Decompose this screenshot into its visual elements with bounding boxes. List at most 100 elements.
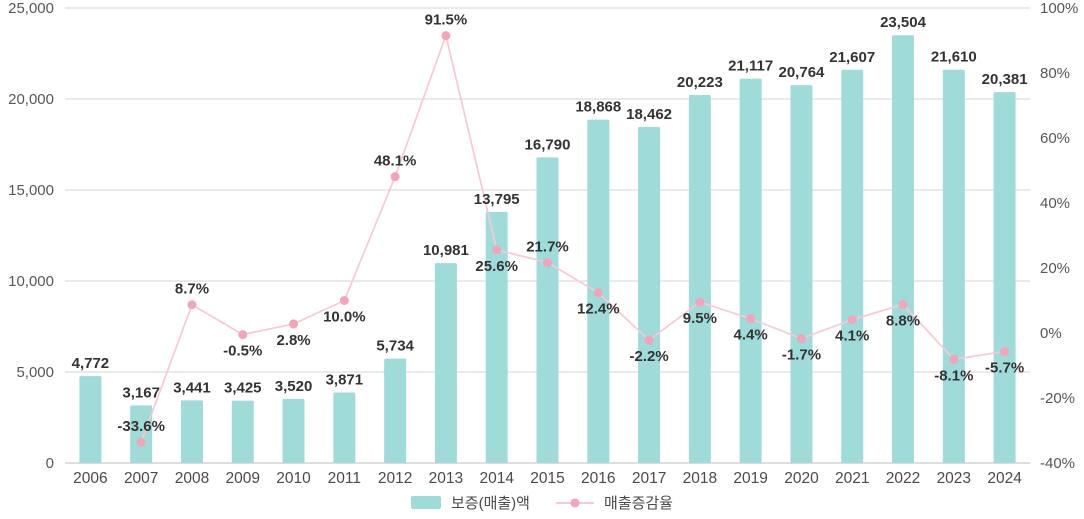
- line-point-2013[interactable]: [441, 31, 451, 41]
- bar-2012[interactable]: [384, 358, 407, 463]
- pct-value-label-2007: -33.6%: [117, 418, 165, 435]
- pct-value-label-2011: 10.0%: [323, 309, 366, 326]
- x-axis-label-2021: 2021: [835, 470, 869, 487]
- x-axis-label-2015: 2015: [530, 470, 564, 487]
- growth-rate-line: [140, 32, 1005, 443]
- line-point-2008[interactable]: [187, 300, 197, 310]
- left-axis-tick: 15,000: [8, 182, 54, 199]
- x-axis-label-2007: 2007: [124, 470, 158, 487]
- x-axis-label-2014: 2014: [479, 470, 514, 487]
- legend-item-line[interactable]: 매출증감율: [555, 492, 673, 513]
- left-axis-tick: 10,000: [8, 273, 54, 290]
- line-point-2010[interactable]: [289, 319, 299, 329]
- line-point-2009[interactable]: [238, 330, 248, 340]
- line-point-2024[interactable]: [1000, 347, 1010, 357]
- right-axis-tick: -20%: [1040, 390, 1075, 407]
- right-axis-tick: 100%: [1040, 0, 1078, 17]
- x-axis-label-2023: 2023: [937, 470, 971, 487]
- bar-2011[interactable]: [333, 392, 356, 463]
- right-axis-tick: 80%: [1040, 65, 1070, 82]
- line-point-2019[interactable]: [746, 314, 756, 324]
- line-legend-marker: [555, 497, 594, 508]
- right-axis-tick: 20%: [1040, 260, 1070, 277]
- bar-value-label-2020: 20,764: [779, 64, 826, 81]
- x-axis-label-2022: 2022: [886, 470, 920, 487]
- x-axis-label-2018: 2018: [683, 470, 717, 487]
- legend-item-bar[interactable]: 보증(매출)액: [410, 492, 530, 513]
- line-point-2011[interactable]: [339, 296, 349, 305]
- pct-value-label-2015: 21.7%: [526, 238, 569, 255]
- bar-2018[interactable]: [688, 94, 711, 463]
- pct-value-label-2021: 4.1%: [835, 328, 869, 345]
- bar-value-label-2017: 18,462: [626, 106, 672, 123]
- line-point-2017[interactable]: [644, 335, 654, 345]
- bar-2013[interactable]: [434, 263, 457, 463]
- x-axis-label-2016: 2016: [581, 470, 615, 487]
- x-axis-label-2019: 2019: [733, 470, 767, 487]
- pct-value-label-2008: 8.7%: [175, 281, 209, 298]
- x-axis-label-2010: 2010: [276, 470, 311, 487]
- chart-legend: 보증(매출)액 매출증감율: [0, 492, 1084, 513]
- pct-value-label-2018: 9.5%: [683, 310, 717, 327]
- x-axis-label-2017: 2017: [632, 470, 666, 487]
- bar-value-label-2015: 16,790: [525, 136, 571, 153]
- line-point-2015[interactable]: [543, 257, 552, 267]
- bar-2009[interactable]: [231, 400, 254, 463]
- bar-2015[interactable]: [536, 157, 559, 463]
- line-point-2007[interactable]: [136, 437, 146, 447]
- bar-value-label-2013: 10,981: [423, 242, 469, 259]
- x-axis-label-2006: 2006: [73, 470, 107, 487]
- x-axis-label-2009: 2009: [226, 470, 260, 487]
- line-point-2020[interactable]: [796, 334, 806, 344]
- line-point-2023[interactable]: [949, 354, 959, 364]
- bar-legend-label: 보증(매출)액: [450, 495, 530, 512]
- bar-value-label-2010: 3,520: [275, 378, 313, 395]
- bar-2007[interactable]: [130, 405, 153, 463]
- bar-2008[interactable]: [180, 400, 203, 463]
- pct-value-label-2012: 48.1%: [374, 153, 417, 170]
- line-legend-dot-icon: [570, 498, 580, 507]
- bar-2020[interactable]: [790, 85, 813, 463]
- right-axis-tick: -40%: [1040, 455, 1075, 472]
- bar-value-label-2024: 20,381: [982, 71, 1028, 88]
- bar-value-label-2011: 3,871: [326, 372, 364, 389]
- pct-value-label-2009: -0.5%: [223, 343, 262, 360]
- line-legend-label: 매출증감율: [603, 495, 673, 512]
- bar-2010[interactable]: [282, 398, 305, 463]
- bar-2017[interactable]: [638, 126, 661, 463]
- bar-2014[interactable]: [485, 211, 508, 463]
- line-point-2021[interactable]: [847, 315, 857, 325]
- bar-value-label-2007: 3,167: [122, 384, 160, 401]
- x-axis-label-2013: 2013: [429, 470, 463, 487]
- right-axis-tick: 0%: [1040, 325, 1062, 342]
- line-point-2014[interactable]: [492, 245, 502, 255]
- line-point-2016[interactable]: [593, 288, 603, 298]
- x-axis-label-2012: 2012: [378, 470, 412, 487]
- pct-value-label-2024: -5.7%: [985, 360, 1024, 377]
- bar-2022[interactable]: [892, 35, 915, 463]
- pct-value-label-2013: 91.5%: [425, 12, 468, 29]
- bar-value-label-2018: 20,223: [677, 74, 723, 91]
- line-point-2022[interactable]: [898, 299, 908, 309]
- bar-2023[interactable]: [942, 69, 965, 463]
- right-axis-tick: 60%: [1040, 130, 1070, 147]
- left-axis-tick: 25,000: [8, 0, 54, 17]
- bar-2006[interactable]: [79, 376, 102, 463]
- pct-value-label-2019: 4.4%: [734, 327, 768, 344]
- bar-value-label-2022: 23,504: [880, 14, 927, 31]
- bar-2021[interactable]: [841, 69, 864, 464]
- bar-2019[interactable]: [739, 78, 762, 464]
- right-axis-tick: 40%: [1040, 195, 1070, 212]
- left-axis-tick: 20,000: [8, 91, 54, 108]
- bar-value-label-2023: 21,610: [931, 49, 977, 66]
- pct-value-label-2020: -1.7%: [782, 347, 821, 364]
- bar-value-label-2021: 21,607: [829, 49, 875, 66]
- combo-chart: 0 5,000 10,000 15,000 20,000 25,000 -40% -20% 0%…: [8, 0, 1078, 487]
- bar-value-label-2019: 21,117: [728, 58, 773, 75]
- line-point-2012[interactable]: [390, 172, 400, 182]
- left-axis-tick: 5,000: [16, 364, 54, 381]
- bar-2024[interactable]: [993, 92, 1016, 464]
- line-point-2018[interactable]: [695, 297, 705, 307]
- pct-value-label-2022: 8.8%: [886, 312, 920, 329]
